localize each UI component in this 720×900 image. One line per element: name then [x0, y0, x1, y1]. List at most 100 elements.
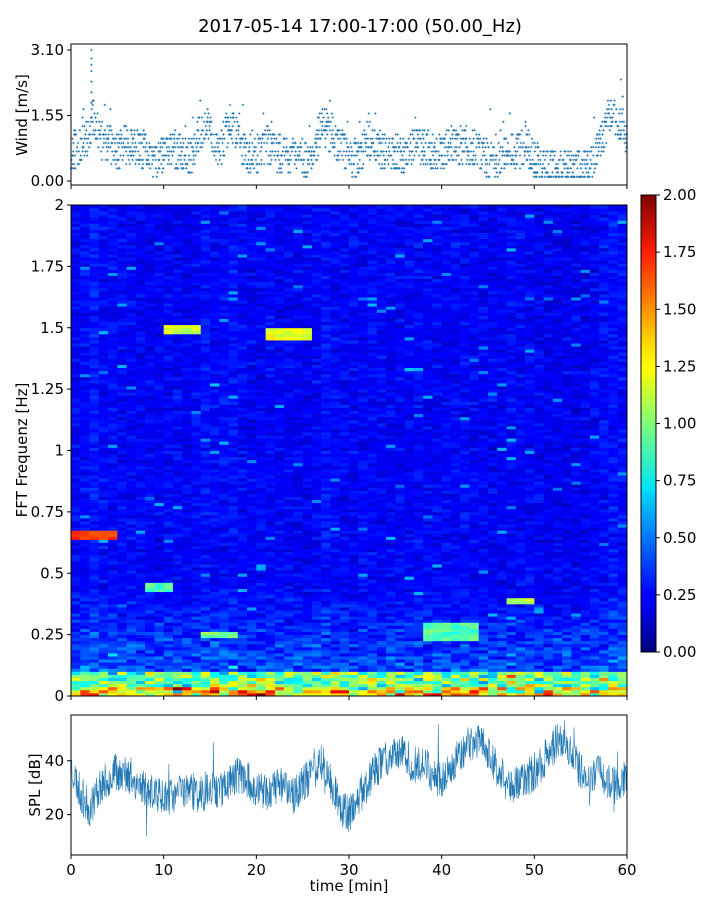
spectrogram-cell: [506, 640, 517, 645]
spectrogram-cell: [321, 499, 331, 504]
spectrogram-cell: [478, 459, 489, 464]
spectrogram-cell: [228, 554, 239, 559]
spectrogram-cell: [191, 462, 202, 467]
spectrogram-cell: [450, 527, 461, 531]
spectrogram-cell: [395, 689, 405, 694]
spectrogram-cell: [154, 643, 165, 648]
spectrogram-cell: [580, 656, 591, 660]
spectrogram-cell: [237, 594, 248, 599]
spectrogram-cell: [543, 548, 554, 553]
spectrogram-cell: [117, 545, 127, 550]
spectrogram-cell: [256, 570, 266, 574]
spectrogram-cell: [460, 671, 470, 675]
spectrogram-cell: [460, 478, 470, 482]
spectrogram-cell: [478, 646, 489, 651]
spectrogram-cell: [284, 564, 294, 568]
spectrogram-cell: [200, 692, 211, 697]
spectrogram-cell: [163, 518, 174, 522]
spectrogram-cell: [172, 530, 183, 534]
spectrogram-cell: [617, 539, 628, 543]
spectrogram-cell: [210, 622, 220, 626]
spectrogram-cell: [589, 585, 600, 589]
spectrogram-cell: [71, 597, 81, 602]
spectrogram-cell: [256, 616, 266, 620]
spectrogram-cell: [80, 493, 90, 497]
spectrogram-cell: [571, 554, 582, 559]
spectrogram-cell: [108, 692, 118, 697]
spectrogram-cell: [98, 548, 109, 553]
spectrogram-cell: [108, 677, 118, 682]
spectrogram-cell: [367, 441, 378, 445]
spectrogram-cell: [367, 471, 378, 476]
spectrogram-cell: [265, 456, 276, 461]
spectrogram-cell: [488, 597, 498, 602]
spectrogram-cell: [182, 619, 192, 623]
spectrogram-cell: [256, 653, 266, 657]
spectrogram-cell: [89, 677, 100, 682]
spectrogram-cell: [562, 588, 572, 593]
spectrogram-cell: [571, 653, 582, 657]
spectrogram-cell: [571, 637, 582, 642]
spectrogram-cell: [580, 511, 591, 516]
spectrogram-cell: [256, 554, 266, 559]
spectrogram-cell: [534, 456, 544, 461]
spectrogram-cell: [543, 530, 554, 534]
spectrogram-cell: [117, 453, 127, 458]
spectrogram-cell: [182, 573, 192, 577]
spectrogram-cell: [145, 502, 155, 507]
spectrogram-cell: [154, 567, 165, 571]
spectrogram-cell: [432, 514, 443, 519]
spectrogram-cell: [580, 659, 591, 663]
spectrogram-cell: [311, 579, 322, 583]
spectrogram-cell: [339, 481, 350, 485]
spectrogram-cell: [339, 527, 350, 531]
spectrogram-cell: [80, 643, 90, 648]
spectrogram-cell: [580, 662, 591, 666]
spectrogram-cell: [117, 610, 127, 614]
spectrogram-cell: [349, 542, 359, 547]
spectrogram-cell: [534, 478, 544, 482]
spectrogram-cell: [293, 570, 304, 574]
spectrogram-cell: [71, 567, 81, 571]
spectrogram-cell: [506, 686, 517, 691]
spectrogram-cell: [349, 456, 359, 461]
spectrogram-cell: [293, 585, 304, 589]
spectrogram-cell: [571, 579, 582, 583]
spectrogram-cell: [172, 570, 183, 574]
spectrogram-cell: [311, 597, 322, 602]
spectrogram-cell: [460, 490, 470, 494]
spectrogram-cell: [413, 634, 424, 639]
spectrogram-cell: [108, 585, 118, 589]
spectrogram-cell: [386, 447, 396, 451]
spectrogram-cell: [228, 603, 239, 608]
spectrogram-cell: [247, 536, 257, 540]
spectrogram-cell: [589, 591, 600, 596]
spectrogram-cell: [219, 475, 229, 479]
spectrogram-cell: [617, 668, 628, 672]
spectrogram-cell: [237, 656, 248, 660]
spectrogram-cell: [515, 478, 526, 482]
spectrogram-cell: [71, 533, 81, 537]
spectrogram-cell: [358, 594, 368, 599]
spectrogram-cell: [478, 686, 489, 691]
spectrogram-cell: [450, 554, 461, 559]
spectrogram-cell: [423, 640, 433, 645]
spectrogram-cell: [200, 570, 211, 574]
spectrogram-cell: [404, 686, 415, 691]
spectrogram-cell: [182, 582, 192, 586]
spectrogram-cell: [617, 511, 628, 516]
spectrogram-cell: [265, 441, 276, 445]
spectrogram-cell: [228, 484, 239, 488]
spectrogram-cell: [182, 447, 192, 451]
spectrogram-cell: [339, 659, 350, 663]
spectrogram-cell: [497, 502, 507, 507]
spectrogram-cell: [274, 554, 285, 559]
spectrogram-cell: [98, 468, 109, 473]
spectrogram-cell: [349, 524, 359, 528]
spectrogram-cell: [311, 686, 322, 691]
spectrogram-cell: [256, 475, 266, 479]
spectrogram-cell: [339, 505, 350, 510]
spectrogram-cell: [534, 637, 544, 642]
spectrogram-cell: [108, 582, 118, 586]
spectrogram-cell: [386, 511, 396, 516]
